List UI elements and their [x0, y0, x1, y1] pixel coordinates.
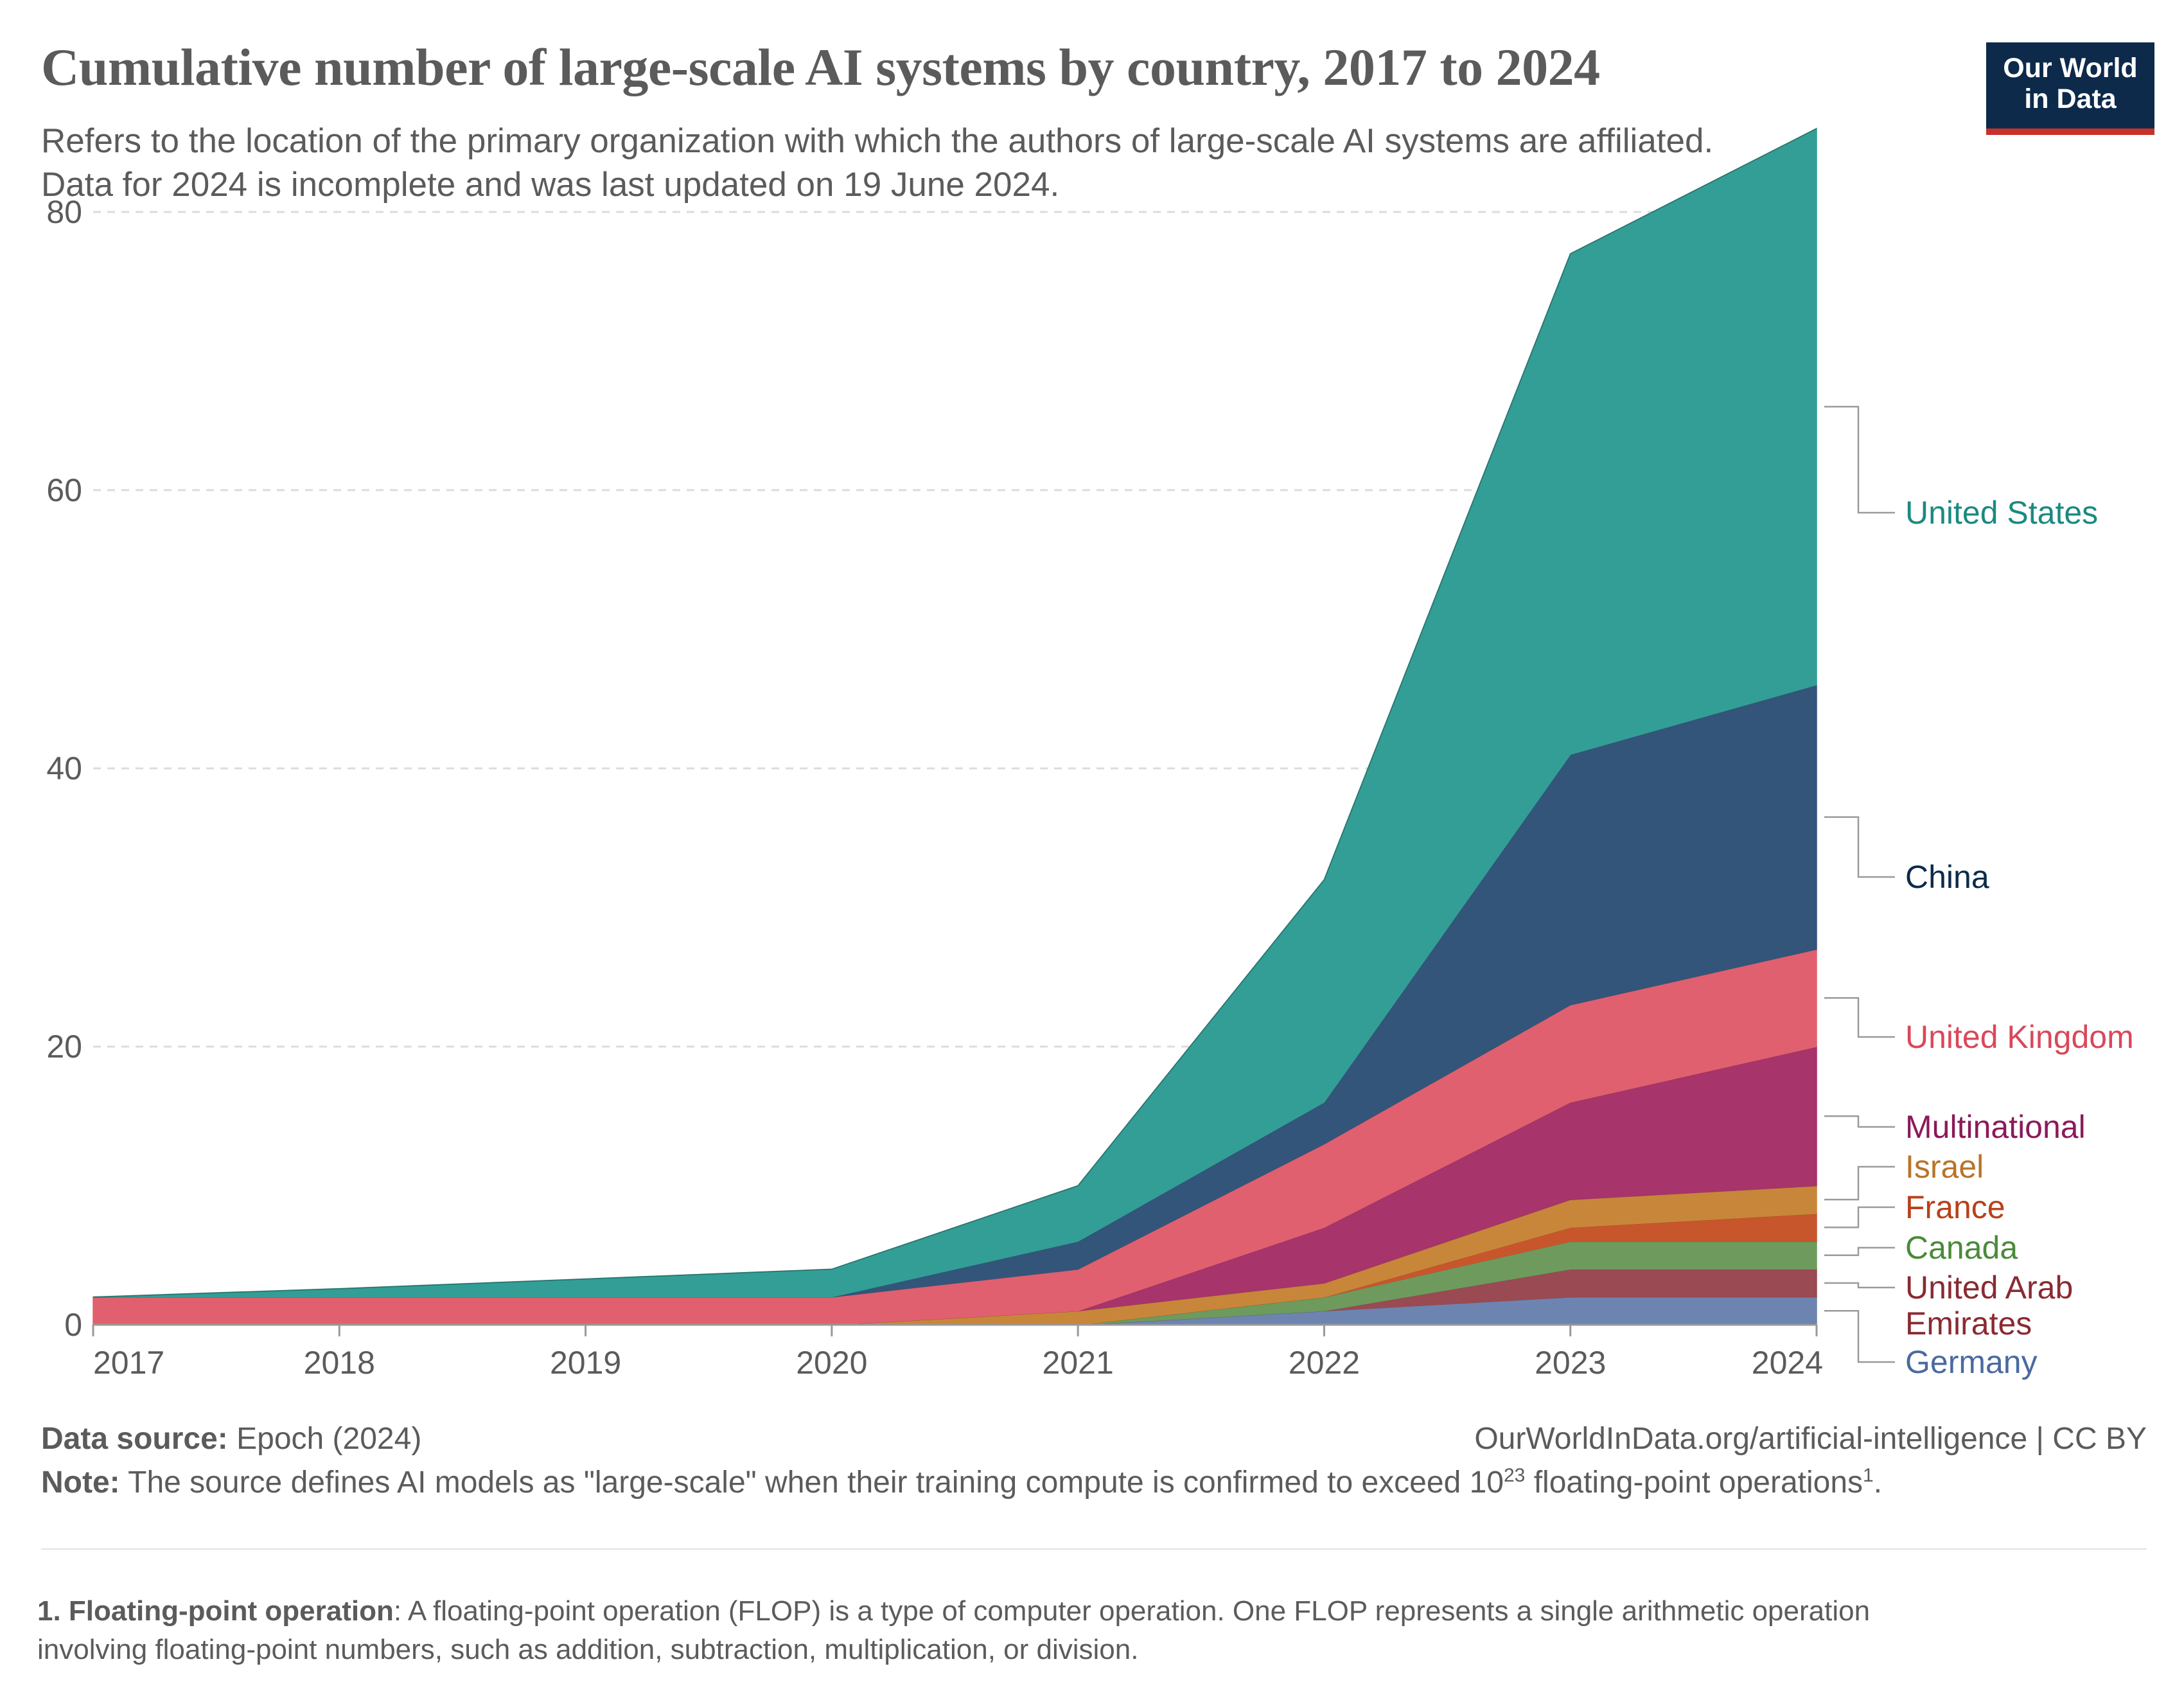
area-united-states[interactable] — [92, 127, 1817, 1298]
source-url[interactable]: OurWorldInData.org/artificial-intelligen… — [1474, 1422, 2147, 1456]
series-label-line: United Kingdom — [1905, 1019, 2134, 1055]
series-label-israel[interactable]: Israel — [1905, 1149, 1984, 1185]
series-label-line: United States — [1905, 495, 2098, 531]
note-footnote-ref[interactable]: 1 — [1863, 1465, 1874, 1486]
data-source-text[interactable]: Epoch (2024) — [236, 1422, 422, 1456]
label-connector-canada — [1824, 1246, 1895, 1256]
label-connector-china — [1824, 816, 1895, 878]
note-end: . — [1873, 1465, 1883, 1500]
y-tick-label: 40 — [46, 750, 82, 786]
logo-line-1: Our World — [2003, 53, 2138, 84]
logo-line-2: in Data — [2024, 84, 2117, 114]
footnote-text-1: : A floating-point operation (FLOP) is a… — [393, 1595, 1871, 1627]
footer-divider — [41, 1548, 2147, 1550]
series-label-line: Canada — [1905, 1230, 2018, 1266]
series-label-united-kingdom[interactable]: United Kingdom — [1905, 1019, 2134, 1055]
label-connector-germany — [1824, 1310, 1895, 1363]
footnote-label: 1. Floating-point operation — [37, 1595, 394, 1627]
series-label-united-arab-emirates[interactable]: United Arab Emirates — [1905, 1270, 2073, 1341]
y-tick-label: 60 — [46, 472, 82, 508]
series-label-line: Multinational — [1905, 1109, 2086, 1145]
owid-logo[interactable]: Our World in Data — [1986, 42, 2154, 135]
label-connector-france — [1824, 1206, 1895, 1228]
series-label-line: Emirates — [1905, 1306, 2032, 1341]
x-axis: 2017 2018 2019 2020 2021 2022 2023 2024 — [92, 1324, 1823, 1381]
footnote: 1. Floating-point operation: A floating-… — [37, 1592, 2157, 1669]
data-source-label: Data source: — [41, 1422, 228, 1456]
label-connector-united-kingdom — [1824, 996, 1895, 1038]
label-connector-united-arab-emirates — [1824, 1282, 1895, 1289]
x-tick-label: 2020 — [796, 1345, 867, 1381]
series-label-germany[interactable]: Germany — [1905, 1344, 2038, 1380]
note-text: The source defines AI models as "large-s… — [128, 1465, 1504, 1500]
chart-note: Note: The source defines AI models as "l… — [41, 1465, 1882, 1500]
label-connector-israel — [1824, 1165, 1895, 1201]
series-label-france[interactable]: France — [1905, 1189, 2005, 1225]
series-label-united-states[interactable]: United States — [1905, 495, 2098, 531]
subtitle-line-1: Refers to the location of the primary or… — [41, 122, 1714, 160]
series-label-line: United Arab — [1905, 1270, 2073, 1306]
series-label-canada[interactable]: Canada — [1905, 1230, 2018, 1266]
label-connector-united-states — [1824, 405, 1895, 514]
series-label-multinational[interactable]: Multinational — [1905, 1109, 2086, 1145]
stacked-areas — [92, 127, 1817, 1325]
x-tick-label: 2024 — [1752, 1345, 1823, 1381]
series-label-line: Israel — [1905, 1149, 1984, 1185]
footnote-line-1: 1. Floating-point operation: A floating-… — [37, 1592, 2157, 1631]
series-label-line: Germany — [1905, 1344, 2038, 1380]
x-tick-label: 2023 — [1535, 1345, 1606, 1381]
label-connector-multinational — [1824, 1115, 1895, 1128]
series-labels: United States China United Kingdom Multinat… — [1824, 405, 2134, 1380]
footnote-line-2: involving floating-point numbers, such a… — [37, 1634, 1139, 1665]
series-label-china[interactable]: China — [1905, 859, 1989, 895]
series-label-line: China — [1905, 859, 1989, 895]
x-tick-label: 2022 — [1289, 1345, 1360, 1381]
chart-title: Cumulative number of large-scale AI syst… — [41, 38, 1600, 96]
x-tick-label: 2018 — [304, 1345, 375, 1381]
logo-accent-bar — [1986, 128, 2154, 135]
x-tick-label: 2019 — [550, 1345, 621, 1381]
y-axis-ticks: 0 20 40 60 80 — [46, 194, 82, 1343]
x-tick-label: 2017 — [93, 1345, 164, 1381]
area-edge-united-states — [92, 128, 1817, 1298]
note-tail: floating-point operations — [1525, 1465, 1863, 1500]
series-label-line: France — [1905, 1189, 2005, 1225]
subtitle-line-2: Data for 2024 is incomplete and was last… — [41, 166, 1060, 204]
chart-subtitle: Refers to the location of the primary or… — [41, 120, 1904, 207]
y-tick-label: 80 — [46, 194, 82, 230]
y-tick-label: 0 — [64, 1307, 82, 1343]
data-source: Data source: Epoch (2024) — [41, 1421, 421, 1457]
note-exponent: 23 — [1503, 1465, 1526, 1486]
x-tick-label: 2021 — [1043, 1345, 1114, 1381]
grid-lines — [93, 211, 1817, 1048]
y-tick-label: 20 — [46, 1029, 82, 1065]
note-label: Note: — [41, 1465, 120, 1500]
